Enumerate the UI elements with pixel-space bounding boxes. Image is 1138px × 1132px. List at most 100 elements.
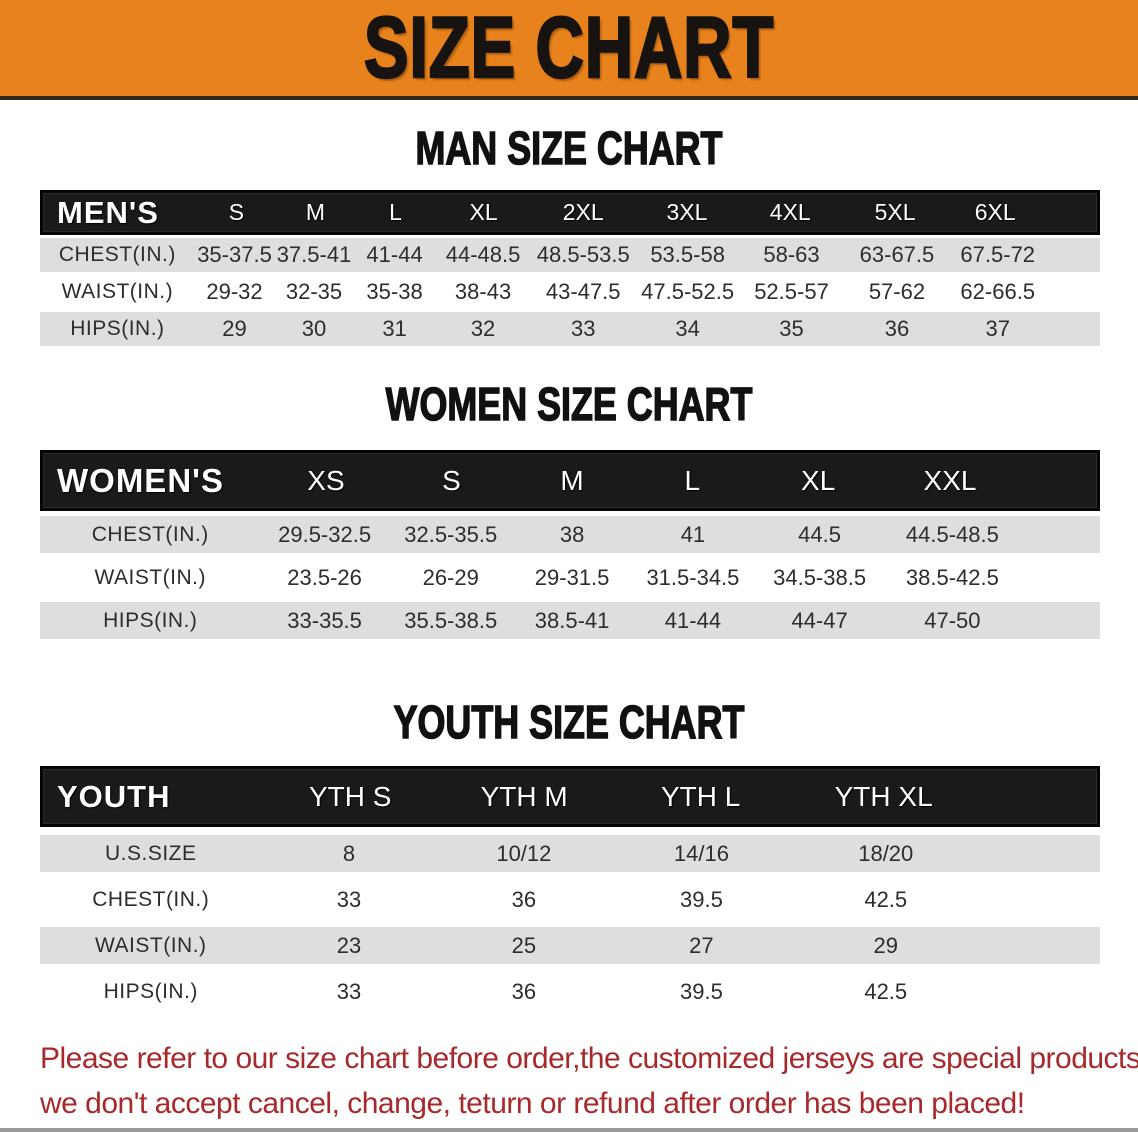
- women-size-table: WOMEN'S XS S M L XL XXL CHEST(IN.) 29.5-…: [40, 450, 1100, 639]
- size-column-header: 3XL: [666, 199, 708, 225]
- data-cell: 62-66.5: [960, 279, 1036, 304]
- data-cell: 39.5: [679, 978, 723, 1004]
- data-cell: 37: [985, 316, 1010, 341]
- data-cell: 41: [680, 521, 706, 547]
- data-cell: 27: [689, 932, 714, 958]
- data-cell: 48.5-53.5: [536, 242, 630, 267]
- size-column-header: YTH L: [661, 780, 741, 812]
- data-cell: 33: [336, 978, 362, 1004]
- size-column-header: YTH M: [480, 780, 568, 812]
- row-label: HIPS(IN.): [70, 317, 165, 340]
- data-cell: 38.5-41: [534, 607, 610, 633]
- row-label: WAIST(IN.): [61, 280, 174, 303]
- data-cell: 36: [884, 316, 910, 341]
- size-column-header: XXL: [923, 464, 977, 496]
- data-cell: 26-29: [422, 564, 479, 590]
- data-cell: 32: [470, 316, 496, 341]
- size-column-header: 6XL: [974, 199, 1016, 225]
- row-label: CHEST(IN.): [91, 522, 209, 546]
- youth-waist-row: WAIST(IN.) 23 25 27 29: [40, 927, 1100, 964]
- data-cell: 29-32: [206, 279, 263, 304]
- size-column-header: XL: [801, 464, 836, 496]
- data-cell: 23.5-26: [287, 564, 362, 590]
- data-cell: 41-44: [366, 242, 423, 267]
- data-cell: 35-37.5: [197, 242, 272, 267]
- row-label: WAIST(IN.): [94, 933, 207, 957]
- men-waist-row: WAIST(IN.) 29-32 32-35 35-38 38-43 43-47…: [40, 275, 1100, 309]
- men-size-table: MEN'S S M L XL 2XL 3XL 4XL 5XL 6XL CHEST…: [40, 190, 1100, 346]
- data-cell: 47-50: [924, 607, 981, 633]
- women-chest-row: CHEST(IN.) 29.5-32.5 32.5-35.5 38 41 44.…: [40, 516, 1100, 553]
- size-column-header: L: [389, 199, 402, 225]
- data-cell: 33-35.5: [287, 607, 362, 633]
- data-cell: 14/16: [673, 840, 729, 866]
- youth-hips-row: HIPS(IN.) 33 36 39.5 42.5: [40, 973, 1100, 1010]
- data-cell: 38.5-42.5: [905, 564, 999, 590]
- men-table-title: MEN'S: [57, 194, 159, 230]
- data-cell: 23: [336, 932, 362, 958]
- data-cell: 42.5: [864, 978, 908, 1004]
- youth-chest-row: CHEST(IN.) 33 36 39.5 42.5: [40, 881, 1100, 918]
- size-column-header: XS: [307, 464, 345, 496]
- women-section-heading: WOMEN SIZE CHART: [385, 377, 753, 431]
- data-cell: 35.5-38.5: [404, 607, 498, 633]
- row-label: HIPS(IN.): [103, 608, 198, 632]
- size-column-header: M: [560, 464, 584, 496]
- size-column-header: M: [305, 199, 326, 225]
- men-table-header-row: MEN'S S M L XL 2XL 3XL 4XL 5XL 6XL: [40, 190, 1100, 235]
- men-hips-row: HIPS(IN.) 29 30 31 32 33 34 35 36 37: [40, 312, 1100, 346]
- data-cell: 39.5: [679, 886, 723, 912]
- data-cell: 34.5-38.5: [773, 564, 867, 590]
- data-cell: 44-47: [791, 607, 848, 633]
- row-label: HIPS(IN.): [103, 979, 198, 1003]
- size-column-header: S: [228, 199, 245, 225]
- data-cell: 10/12: [496, 840, 552, 866]
- data-cell: 44.5: [798, 521, 841, 547]
- data-cell: 52.5-57: [754, 279, 829, 304]
- data-cell: 29: [222, 316, 247, 341]
- data-cell: 36: [511, 886, 537, 912]
- disclaimer-line-1: Please refer to our size chart before or…: [40, 1042, 1138, 1075]
- data-cell: 8: [342, 840, 356, 866]
- data-cell: 63-67.5: [859, 242, 935, 267]
- size-column-header: L: [684, 464, 701, 496]
- data-cell: 18/20: [858, 840, 914, 866]
- data-cell: 29.5-32.5: [278, 521, 372, 547]
- data-cell: 38-43: [454, 279, 512, 304]
- row-label: CHEST(IN.): [58, 243, 176, 266]
- size-column-header: 4XL: [769, 199, 811, 225]
- data-cell: 43-47.5: [545, 279, 621, 304]
- data-cell: 33: [570, 316, 596, 341]
- banner: SIZE CHART: [0, 0, 1138, 100]
- data-cell: 47.5-52.5: [641, 279, 735, 304]
- size-column-header: 2XL: [562, 199, 604, 225]
- disclaimer-text: Please refer to our size chart before or…: [40, 1036, 1138, 1126]
- youth-size-table: YOUTH YTH S YTH M YTH L YTH XL U.S.SIZE …: [40, 766, 1100, 1010]
- data-cell: 36: [511, 978, 537, 1004]
- row-label: CHEST(IN.): [92, 887, 210, 911]
- data-cell: 29: [873, 932, 898, 958]
- data-cell: 42.5: [864, 886, 908, 912]
- bottom-divider: [0, 1128, 1138, 1132]
- women-table-header-row: WOMEN'S XS S M L XL XXL: [40, 450, 1100, 511]
- data-cell: 29-31.5: [534, 564, 610, 590]
- size-column-header: XL: [469, 199, 498, 225]
- size-column-header: 5XL: [874, 199, 916, 225]
- data-cell: 41-44: [664, 607, 722, 633]
- data-cell: 44.5-48.5: [905, 521, 999, 547]
- data-cell: 34: [675, 316, 700, 341]
- data-cell: 58-63: [763, 242, 820, 267]
- data-cell: 25: [511, 932, 537, 958]
- men-chest-row: CHEST(IN.) 35-37.5 37.5-41 41-44 44-48.5…: [40, 238, 1100, 272]
- row-label: U.S.SIZE: [105, 841, 197, 865]
- youth-table-title: YOUTH: [57, 778, 171, 814]
- man-section-heading: MAN SIZE CHART: [415, 121, 723, 175]
- data-cell: 57-62: [868, 279, 926, 304]
- women-waist-row: WAIST(IN.) 23.5-26 26-29 29-31.5 31.5-34…: [40, 559, 1100, 596]
- data-cell: 35: [779, 316, 804, 341]
- data-cell: 31: [382, 316, 407, 341]
- women-hips-row: HIPS(IN.) 33-35.5 35.5-38.5 38.5-41 41-4…: [40, 602, 1100, 639]
- row-label: WAIST(IN.): [94, 565, 206, 589]
- data-cell: 32.5-35.5: [404, 521, 498, 547]
